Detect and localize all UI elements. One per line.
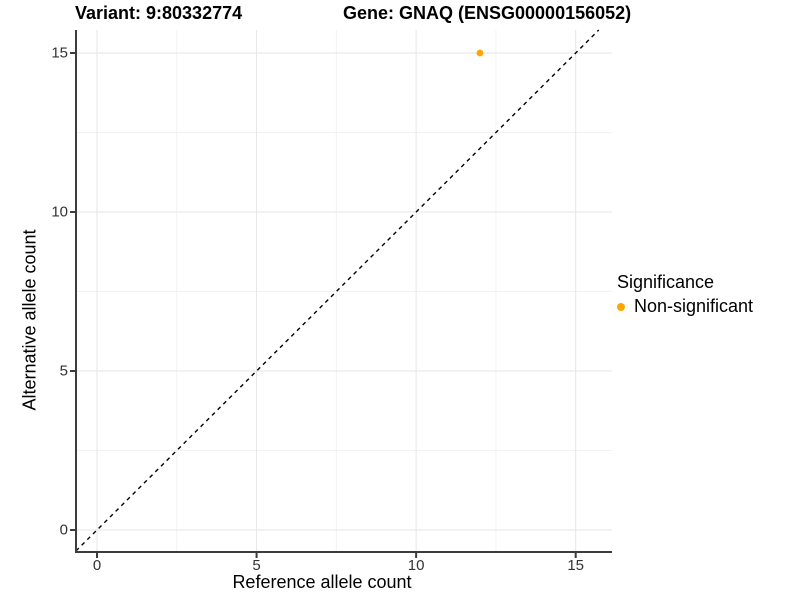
gene-title: Gene: GNAQ (ENSG00000156052): [343, 3, 632, 23]
legend-entry-non-significant: Non-significant: [617, 296, 753, 317]
circle-icon: [617, 302, 625, 311]
legend-title: Significance: [617, 272, 715, 292]
legend: Significance Non-significant: [617, 272, 753, 317]
x-tick-label: 15: [567, 557, 585, 574]
y-tick-label: 10: [51, 203, 68, 221]
variant-title: Variant: 9:80332774: [75, 3, 243, 23]
x-tick-label: 10: [407, 557, 425, 574]
x-tick-label: 5: [252, 557, 261, 574]
y-tick-label: 0: [59, 521, 68, 539]
y-tick-label: 5: [59, 362, 68, 380]
y-tick-label: 15: [51, 44, 68, 62]
legend-entry-label: Non-significant: [634, 296, 754, 316]
x-axis-title: Reference allele count: [232, 572, 412, 592]
y-axis-title: Alternative allele count: [19, 229, 40, 411]
x-tick-label: 0: [92, 557, 102, 574]
identity-line: [75, 29, 600, 552]
data-point: [476, 49, 484, 57]
